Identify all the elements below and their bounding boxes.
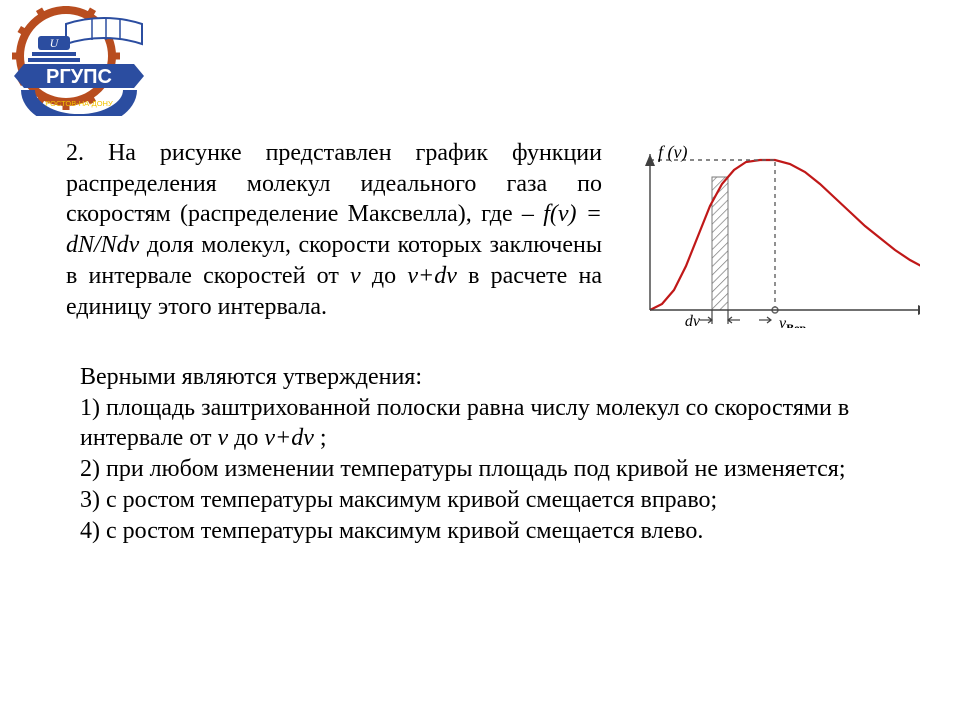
statement-4: 4) с ростом температуры максимум кривой … bbox=[80, 516, 920, 547]
problem-v2: v+dv bbox=[407, 263, 457, 289]
problem-v1: v bbox=[350, 263, 361, 289]
problem-t3: до bbox=[372, 263, 407, 289]
s1c: ; bbox=[320, 425, 327, 451]
graph-svg: f (v) v dv vВер bbox=[620, 138, 920, 328]
problem-number: 2. bbox=[66, 140, 84, 166]
logo-u-letter: U bbox=[50, 36, 60, 50]
statements-head: Верными являются утверждения: bbox=[80, 362, 920, 393]
vber-label: vВер bbox=[779, 315, 806, 328]
s1v1: v bbox=[218, 425, 229, 451]
s1b: до bbox=[234, 425, 264, 451]
statement-2: 2) при любом изменении температуры площа… bbox=[80, 454, 920, 485]
s1v2: v+dv bbox=[264, 425, 314, 451]
page: U РГУПС РОСТОВ-НА-ДОНУ 2. На рисунке пре… bbox=[0, 0, 960, 720]
top-row: 2. На рисунке представлен график функции… bbox=[66, 138, 920, 328]
problem-t1: На рисунке представлен график функции ра… bbox=[66, 140, 602, 227]
problem-text: 2. На рисунке представлен график функции… bbox=[66, 138, 602, 322]
maxwell-graph: f (v) v dv vВер bbox=[620, 138, 920, 328]
logo-ring-text: РОСТОВ-НА-ДОНУ bbox=[45, 99, 113, 108]
y-axis-label: f (v) bbox=[658, 142, 687, 163]
university-logo: U РГУПС РОСТОВ-НА-ДОНУ bbox=[10, 6, 160, 116]
statements-block: Верными являются утверждения: 1) площадь… bbox=[66, 362, 920, 546]
logo-svg: U РГУПС РОСТОВ-НА-ДОНУ bbox=[10, 6, 160, 116]
statement-3: 3) с ростом температуры максимум кривой … bbox=[80, 485, 920, 516]
logo-banner-text: РГУПС bbox=[46, 66, 112, 88]
content-area: 2. На рисунке представлен график функции… bbox=[66, 138, 920, 546]
logo-banner: РГУПС bbox=[14, 64, 144, 88]
book-icon bbox=[10, 18, 142, 46]
s1a: 1) площадь заштрихованной полоски равна … bbox=[80, 395, 849, 452]
statement-1: 1) площадь заштрихованной полоски равна … bbox=[80, 393, 920, 454]
dv-label: dv bbox=[685, 313, 701, 328]
